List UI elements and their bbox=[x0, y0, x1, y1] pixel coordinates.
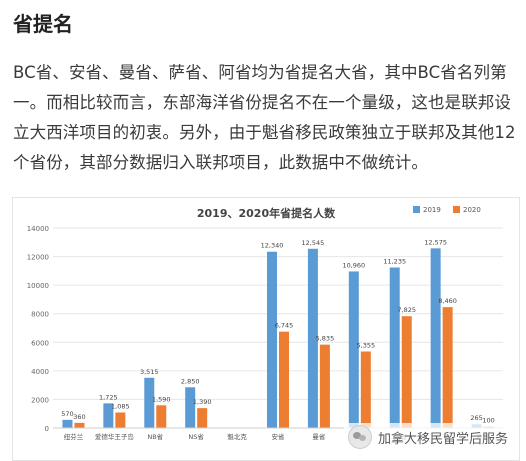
y-tick-label: 0 bbox=[45, 425, 49, 433]
data-label: 2,850 bbox=[181, 377, 200, 385]
data-label: 12,545 bbox=[302, 239, 325, 247]
bar-2019 bbox=[348, 271, 359, 428]
bar-2020 bbox=[156, 405, 167, 428]
bar-2020 bbox=[74, 422, 85, 428]
bar-2020 bbox=[197, 408, 208, 428]
watermark-text: 加拿大移民留学后服务 bbox=[377, 431, 508, 447]
data-label: 360 bbox=[73, 413, 85, 421]
data-label: 5,835 bbox=[316, 335, 335, 343]
y-tick-label: 10000 bbox=[27, 282, 49, 290]
page-title: 省提名 bbox=[13, 12, 73, 36]
data-label: 7,825 bbox=[397, 306, 416, 314]
data-label: 1,590 bbox=[152, 395, 171, 403]
data-label: 5,355 bbox=[357, 342, 376, 350]
bar-2020 bbox=[279, 331, 289, 428]
bar-2019 bbox=[307, 248, 318, 428]
wechat-icon bbox=[347, 425, 372, 449]
y-tick-label: 2000 bbox=[31, 396, 49, 404]
data-label: 3,515 bbox=[140, 368, 159, 376]
y-tick-label: 12000 bbox=[27, 254, 49, 262]
bar-2019 bbox=[103, 403, 114, 428]
data-label: 10,960 bbox=[342, 261, 365, 269]
bar-2020 bbox=[442, 307, 453, 428]
bar-2020 bbox=[319, 344, 330, 428]
x-tick-label: 曼省 bbox=[312, 432, 326, 441]
data-label: 265 bbox=[470, 414, 482, 422]
bar-2019 bbox=[430, 248, 441, 428]
data-label: 6,745 bbox=[275, 322, 294, 330]
chart-title: 2019、2020年省提名人数 bbox=[197, 206, 336, 220]
bar-2020 bbox=[115, 412, 126, 428]
data-label: 1,725 bbox=[99, 393, 118, 401]
legend-label-2019: 2019 bbox=[423, 206, 441, 214]
chart-container: 2019、2020年省提名人数 2019 2020 0 2000 4000 6000 8000… bbox=[12, 197, 520, 461]
bar-2019 bbox=[267, 251, 277, 428]
data-label: 100 bbox=[482, 417, 494, 425]
data-label: 11,235 bbox=[383, 258, 406, 266]
data-label: 12,575 bbox=[424, 238, 447, 246]
data-label: 570 bbox=[61, 410, 73, 418]
legend-label-2020: 2020 bbox=[463, 206, 481, 214]
y-tick-label: 14000 bbox=[27, 225, 49, 233]
bar-2019 bbox=[389, 267, 400, 428]
data-label: 1,390 bbox=[193, 398, 212, 406]
watermark: 加拿大移民留学后服务 bbox=[343, 423, 512, 451]
bar-2020 bbox=[401, 316, 412, 428]
y-tick-label: 4000 bbox=[31, 368, 49, 376]
legend-swatch-2020 bbox=[453, 206, 460, 213]
bar-chart: 2019、2020年省提名人数 2019 2020 0 2000 4000 6000 8000… bbox=[27, 206, 503, 441]
bar-2019 bbox=[144, 377, 155, 428]
description-paragraph: BC省、安省、曼省、萨省、阿省均为省提名大省，其中BC省名列第一。而相比较而言，… bbox=[13, 63, 516, 172]
bar-2019 bbox=[185, 387, 196, 428]
x-tick-label: 爱德华王子岛 bbox=[95, 432, 134, 441]
x-tick-label: 纽芬兰 bbox=[64, 432, 84, 441]
legend-swatch-2019 bbox=[413, 206, 420, 213]
x-tick-label: 魁北克 bbox=[227, 432, 247, 441]
data-label: 12,340 bbox=[261, 242, 284, 250]
bar-2020 bbox=[360, 351, 371, 428]
data-label: 8,460 bbox=[438, 297, 457, 305]
x-tick-label: 安省 bbox=[272, 432, 286, 441]
x-tick-label: NS省 bbox=[188, 432, 204, 441]
x-tick-label: NB省 bbox=[147, 432, 163, 441]
bar-2019 bbox=[62, 419, 73, 428]
y-tick-label: 8000 bbox=[31, 311, 49, 319]
data-label: 1,085 bbox=[111, 403, 130, 411]
y-tick-label: 6000 bbox=[31, 339, 49, 347]
